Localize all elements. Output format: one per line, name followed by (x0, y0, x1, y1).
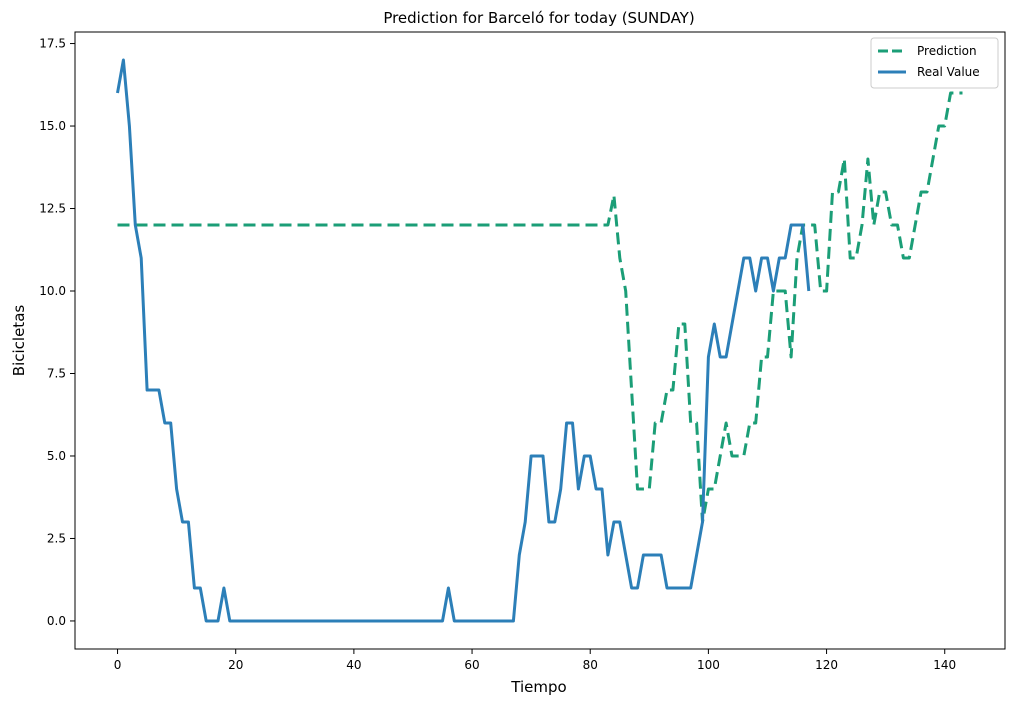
x-tick-label: 80 (583, 658, 598, 672)
y-tick-label: 10.0 (39, 284, 66, 298)
x-tick-label: 100 (697, 658, 720, 672)
x-tick-label: 120 (815, 658, 838, 672)
y-tick-label: 2.5 (47, 531, 66, 545)
legend-label: Prediction (917, 44, 977, 58)
y-tick-label: 17.5 (39, 37, 66, 51)
legend-frame (870, 37, 999, 89)
y-tick-label: 15.0 (39, 119, 66, 133)
legend-label: Real Value (917, 65, 980, 79)
series-layer (116, 58, 963, 623)
y-axis-title: Bicicletas (10, 305, 28, 377)
chart-title: Prediction for Barceló for today (SUNDAY… (383, 9, 694, 27)
x-axis-title: Tiempo (510, 678, 566, 696)
y-axis: 0.0 2.5 5.0 7.5 10.0 12.5 15.0 17.5 (39, 37, 75, 628)
y-tick-label: 5.0 (47, 449, 66, 463)
y-tick-label: 12.5 (39, 202, 66, 216)
x-tick-label: 0 (114, 658, 122, 672)
y-tick-label: 7.5 (47, 366, 66, 380)
x-tick-label: 140 (933, 658, 956, 672)
series-line-prediction (117, 91, 963, 524)
x-axis: 0 20 40 60 80 100 120 140 (114, 649, 956, 672)
x-tick-label: 60 (464, 658, 479, 672)
legend: Prediction Real Value (870, 37, 999, 89)
x-tick-label: 40 (346, 658, 361, 672)
plot-frame (74, 31, 1006, 650)
x-tick-label: 20 (228, 658, 243, 672)
y-tick-label: 0.0 (47, 614, 66, 628)
series-line-real-value (116, 58, 811, 623)
